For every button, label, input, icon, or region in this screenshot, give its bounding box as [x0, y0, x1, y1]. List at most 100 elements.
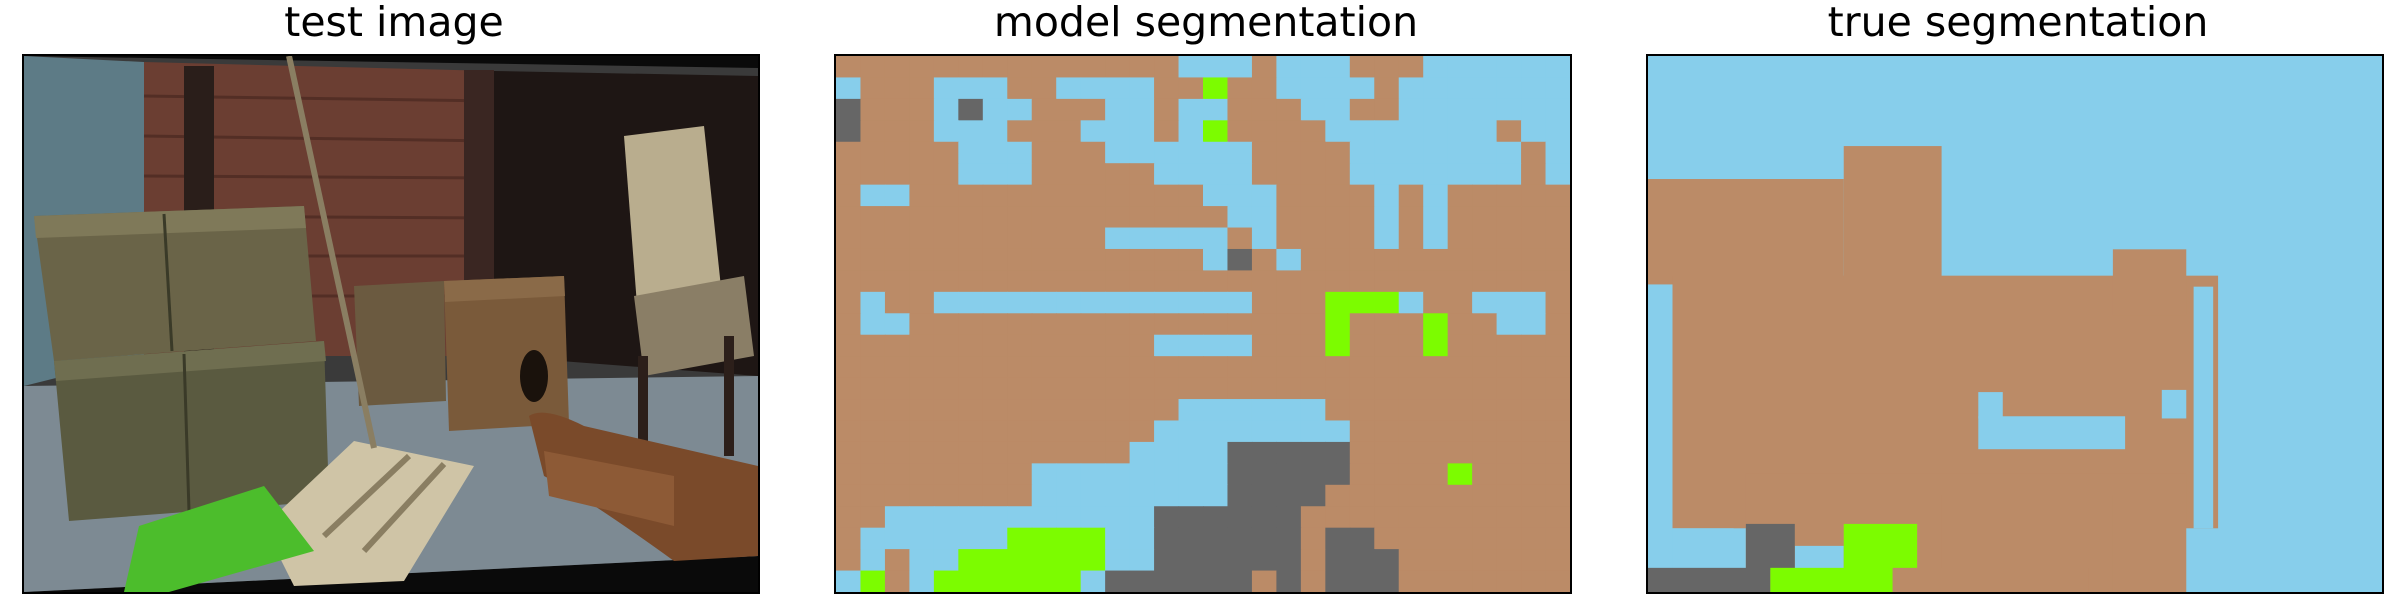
segment-cell: [1276, 570, 1302, 592]
segment-cell: [1447, 334, 1473, 357]
segment-cell: [836, 334, 862, 357]
segment-cell: [1349, 356, 1375, 379]
segment-cell: [1496, 291, 1522, 314]
segment-cell: [1056, 163, 1082, 186]
segment-cell: [1521, 334, 1547, 357]
segment-cell: [958, 56, 984, 79]
segment-cell: [1521, 377, 1547, 400]
segment-cell: [884, 313, 910, 336]
segment-cell: [933, 377, 959, 400]
segment-cell: [1178, 334, 1204, 357]
segment-cell: [1203, 120, 1229, 143]
segment-cell: [1496, 463, 1522, 486]
segment-cell: [1178, 206, 1204, 229]
segment-cell: [1007, 313, 1033, 336]
segment-cell: [884, 334, 910, 357]
segment-cell: [1154, 227, 1180, 250]
segment-cell: [1496, 98, 1522, 121]
segment-cell: [860, 484, 886, 507]
segment-cell: [1251, 399, 1277, 422]
segment-cell: [1080, 399, 1106, 422]
segment-cell: [909, 399, 935, 422]
segment-cell: [1007, 248, 1033, 271]
segment-region: [1978, 416, 2126, 450]
segment-cell: [1374, 334, 1400, 357]
segment-cell: [1203, 163, 1229, 186]
segment-cell: [982, 206, 1008, 229]
segment-cell: [1496, 399, 1522, 422]
segment-cell: [884, 420, 910, 443]
segment-cell: [1300, 120, 1326, 143]
segment-cell: [836, 227, 862, 250]
segment-cell: [1300, 163, 1326, 186]
segment-cell: [1349, 463, 1375, 486]
segment-cell: [1178, 420, 1204, 443]
segment-cell: [1007, 527, 1033, 550]
segment-cell: [909, 570, 935, 592]
segment-cell: [1472, 98, 1498, 121]
segment-cell: [1398, 313, 1424, 336]
segment-cell: [1545, 184, 1570, 207]
segment-cell: [1129, 356, 1155, 379]
segment-cell: [1521, 313, 1547, 336]
segment-cell: [1545, 356, 1570, 379]
segment-cell: [860, 206, 886, 229]
segment-cell: [958, 463, 984, 486]
segment-cell: [884, 270, 910, 293]
segment-cell: [958, 399, 984, 422]
segment-cell: [836, 313, 862, 336]
segment-cell: [1203, 227, 1229, 250]
segment-cell: [1472, 270, 1498, 293]
segment-cell: [1154, 356, 1180, 379]
segment-cell: [1325, 527, 1351, 550]
segment-cell: [1325, 270, 1351, 293]
segment-cell: [1545, 120, 1570, 143]
segment-cell: [1300, 356, 1326, 379]
segment-cell: [1447, 420, 1473, 443]
segment-cell: [1031, 570, 1057, 592]
segment-cell: [1154, 463, 1180, 486]
segment-cell: [836, 56, 862, 79]
segment-cell: [1496, 484, 1522, 507]
segment-cell: [1203, 484, 1229, 507]
segment-cell: [1007, 163, 1033, 186]
segment-cell: [1276, 163, 1302, 186]
segment-cell: [958, 184, 984, 207]
segment-cell: [884, 570, 910, 592]
segment-cell: [1496, 141, 1522, 164]
segment-cell: [1349, 248, 1375, 271]
segment-cell: [1251, 270, 1277, 293]
segment-cell: [1203, 441, 1229, 464]
segment-cell: [1349, 549, 1375, 572]
segment-cell: [1472, 313, 1498, 336]
segment-cell: [1349, 120, 1375, 143]
segment-cell: [1496, 506, 1522, 529]
segment-cell: [1447, 313, 1473, 336]
segment-cell: [1276, 420, 1302, 443]
segment-cell: [1178, 227, 1204, 250]
segment-cell: [1080, 484, 1106, 507]
model-segmentation-image: [834, 54, 1572, 594]
segment-cell: [1276, 356, 1302, 379]
segment-cell: [1154, 570, 1180, 592]
segment-cell: [1227, 227, 1253, 250]
segment-cell: [1496, 356, 1522, 379]
segment-cell: [1398, 120, 1424, 143]
segment-cell: [1251, 377, 1277, 400]
segment-cell: [1521, 120, 1547, 143]
segment-cell: [1203, 377, 1229, 400]
segment-cell: [1080, 463, 1106, 486]
segment-cell: [860, 377, 886, 400]
segment-cell: [1300, 98, 1326, 121]
segment-cell: [1300, 248, 1326, 271]
segment-cell: [1521, 291, 1547, 314]
segment-cell: [1496, 206, 1522, 229]
segment-cell: [1105, 377, 1131, 400]
segment-cell: [1374, 484, 1400, 507]
segment-cell: [1447, 163, 1473, 186]
segment-cell: [1325, 313, 1351, 336]
segment-cell: [1496, 420, 1522, 443]
segment-cell: [1349, 570, 1375, 592]
segment-cell: [1325, 399, 1351, 422]
segment-cell: [909, 334, 935, 357]
